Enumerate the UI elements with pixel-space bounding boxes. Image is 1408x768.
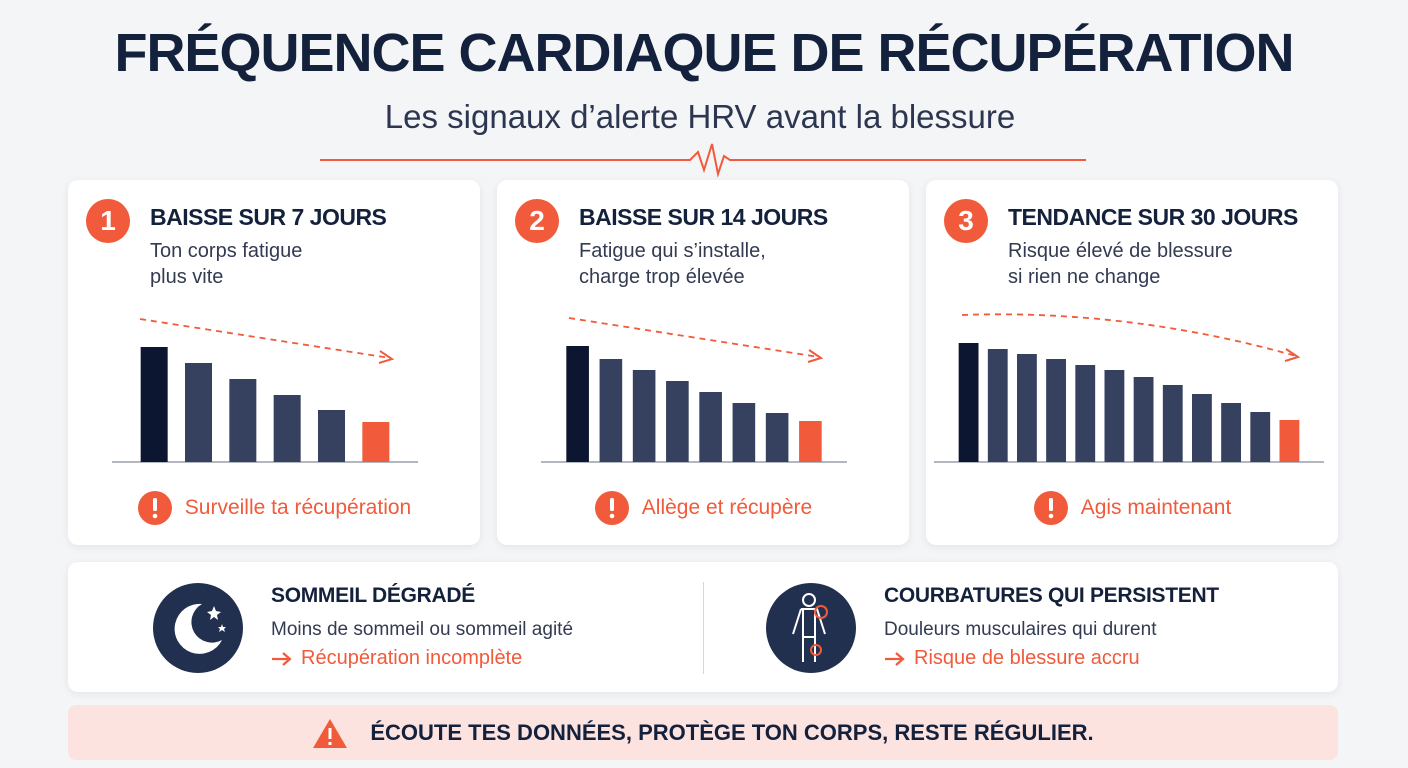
mini-chart	[934, 313, 1324, 463]
bar	[987, 349, 1008, 462]
moon-icon	[153, 583, 243, 673]
step-number: 1	[86, 199, 130, 243]
consequence-text: Récupération incomplète	[301, 647, 523, 669]
text-line: plus vite	[150, 266, 224, 288]
alert-row: Allège et récupère	[497, 490, 909, 526]
bar	[666, 381, 689, 462]
bar	[566, 346, 589, 462]
alert-icon	[137, 491, 172, 525]
panel-card: 2 BAISSE SUR 14 JOURS Fatigue qui s’instal…	[497, 180, 909, 545]
panel-heading: BAISSE SUR 14 JOURS	[579, 204, 828, 230]
alert-row: Surveille ta récupération	[68, 490, 480, 526]
panel-text: Fatigue qui s’installe, charge trop élevé…	[579, 238, 766, 290]
bar	[1192, 394, 1212, 462]
sign-heading: COURBATURES QUI PERSISTENT	[884, 584, 1219, 607]
bar	[1162, 385, 1183, 462]
trend-arrow	[961, 313, 1297, 357]
bar	[632, 370, 656, 462]
footer-banner: ÉCOUTE TES DONNÉES, PROTÈGE TON CORPS, R…	[68, 705, 1338, 760]
alert-text: Surveille ta récupération	[184, 496, 412, 519]
bar	[958, 343, 979, 462]
trend-arrowhead	[1284, 348, 1301, 362]
text-line: Fatigue qui s’installe,	[579, 240, 766, 262]
divider	[703, 582, 704, 674]
subtitle: Les signaux d’alerte HRV avant la blessu…	[384, 98, 1016, 135]
alert-mark	[1048, 498, 1053, 511]
alert-dot	[1048, 513, 1054, 519]
alert-icon	[1033, 491, 1068, 525]
mini-chart	[112, 318, 418, 463]
footer-text: ÉCOUTE TES DONNÉES, PROTÈGE TON CORPS, R…	[370, 719, 1094, 745]
title: FRÉQUENCE CARDIAQUE DE RÉCUPÉRATION	[114, 23, 1294, 83]
sign-heading: SOMMEIL DÉGRADÉ	[271, 584, 475, 607]
alert-text: Allège et récupère	[641, 496, 813, 519]
bar	[229, 379, 257, 462]
arrow-icon	[272, 651, 292, 666]
bar	[799, 421, 822, 462]
trend-arrow	[568, 317, 820, 358]
bar	[599, 359, 623, 462]
bar	[732, 403, 756, 462]
bar	[185, 363, 212, 462]
alert-mark	[609, 498, 614, 511]
bar	[362, 422, 390, 462]
bar	[1046, 359, 1066, 462]
bar	[273, 395, 301, 462]
panel-text: Risque élevé de blessure si rien ne chang…	[1008, 238, 1233, 290]
bar	[140, 347, 168, 462]
bar	[1104, 370, 1125, 462]
bar	[765, 413, 789, 462]
text-line: Ton corps fatigue	[150, 240, 303, 262]
trend-arrow	[139, 318, 391, 359]
text-line: Risque élevé de blessure	[1008, 240, 1233, 262]
bar	[318, 410, 345, 462]
sign-consequence: Récupération incomplète	[271, 647, 522, 670]
panel-card: 3 TENDANCE SUR 30 JOURS Risque élevé de bl…	[926, 180, 1338, 545]
bar	[1017, 354, 1037, 462]
bar	[1075, 365, 1096, 462]
bar	[1133, 377, 1154, 462]
bar	[1279, 420, 1300, 462]
panel-text: Ton corps fatigue plus vite	[150, 238, 302, 290]
trend-arrowhead	[807, 349, 824, 363]
sign-text: Douleurs musculaires qui durent	[884, 619, 1157, 640]
text-line: si rien ne change	[1008, 266, 1161, 288]
step-number: 2	[515, 199, 559, 243]
arrow-icon	[885, 651, 905, 666]
heartbeat-line	[320, 143, 1086, 178]
signs-box: SOMMEIL DÉGRADÉ Moins de sommeil ou somm…	[68, 562, 1338, 692]
alert-text: Agis maintenant	[1080, 496, 1232, 519]
alert-mark	[152, 498, 157, 511]
alert-dot	[609, 513, 615, 519]
alert-row: Agis maintenant	[926, 490, 1338, 526]
consequence-text: Risque de blessure accru	[914, 647, 1140, 669]
sign-consequence: Risque de blessure accru	[884, 647, 1140, 670]
alert-dot	[152, 513, 158, 519]
text-line: charge trop élevée	[579, 266, 745, 288]
bar	[1221, 403, 1241, 462]
trend-arrowhead	[378, 350, 395, 364]
body-icon	[766, 583, 856, 673]
bar	[699, 392, 722, 462]
warning-icon	[313, 718, 348, 748]
panel-card: 1 BAISSE SUR 7 JOURS Ton corps fatigue plus…	[68, 180, 480, 545]
bar	[1250, 412, 1271, 462]
panel-heading: TENDANCE SUR 30 JOURS	[1008, 204, 1298, 230]
sign-text: Moins de sommeil ou sommeil agité	[271, 619, 574, 640]
alert-icon	[594, 491, 629, 525]
step-number: 3	[944, 199, 988, 243]
mini-chart	[541, 317, 847, 463]
panel-heading: BAISSE SUR 7 JOURS	[150, 204, 387, 230]
